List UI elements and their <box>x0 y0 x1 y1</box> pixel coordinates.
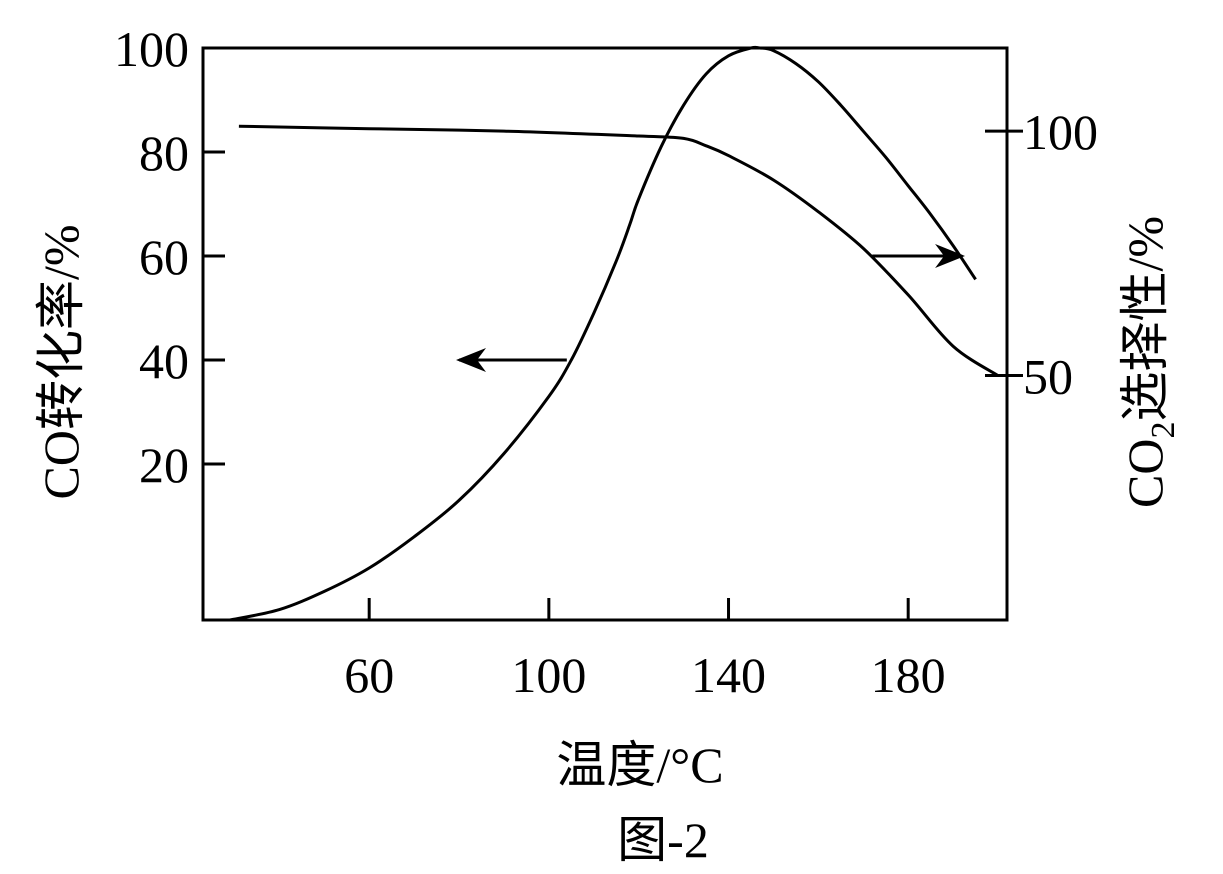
x-tick-label: 140 <box>691 647 766 703</box>
series-line-co-conversion <box>229 45 977 622</box>
y-right-title-co: CO <box>1117 439 1173 508</box>
annotation-layer <box>456 244 966 372</box>
y-right-tick-label: 50 <box>1023 349 1073 405</box>
y-left-axis-title: CO转化率/% <box>33 225 89 500</box>
y-left-tick-label: 40 <box>139 333 189 389</box>
x-tick-label: 100 <box>511 647 586 703</box>
y-left-tick-label: 80 <box>139 125 189 181</box>
y-left-tick-label: 60 <box>139 229 189 285</box>
y-left-tick-label: 20 <box>139 437 189 493</box>
y-left-tick-label: 100 <box>114 21 189 77</box>
series-line-co2-selectivity <box>238 124 999 377</box>
figure-caption: 图-2 <box>617 812 709 868</box>
y-right-title-subscript: 2 <box>1145 422 1182 439</box>
plot-frame <box>201 46 1009 622</box>
y-right-axis-title: CO2选择性/% <box>1117 216 1182 508</box>
y-right-title-rest: 选择性/% <box>1117 216 1173 422</box>
x-axis-title: 温度/°C <box>556 737 723 793</box>
x-tick-label: 60 <box>344 647 394 703</box>
y-right-tick-label: 100 <box>1023 104 1098 160</box>
ticks: 60 100 140 180 20 40 60 80 100 50 100 <box>114 21 1098 703</box>
x-tick-label: 180 <box>871 647 946 703</box>
plot-border <box>201 46 1009 622</box>
series-layer <box>229 45 999 622</box>
